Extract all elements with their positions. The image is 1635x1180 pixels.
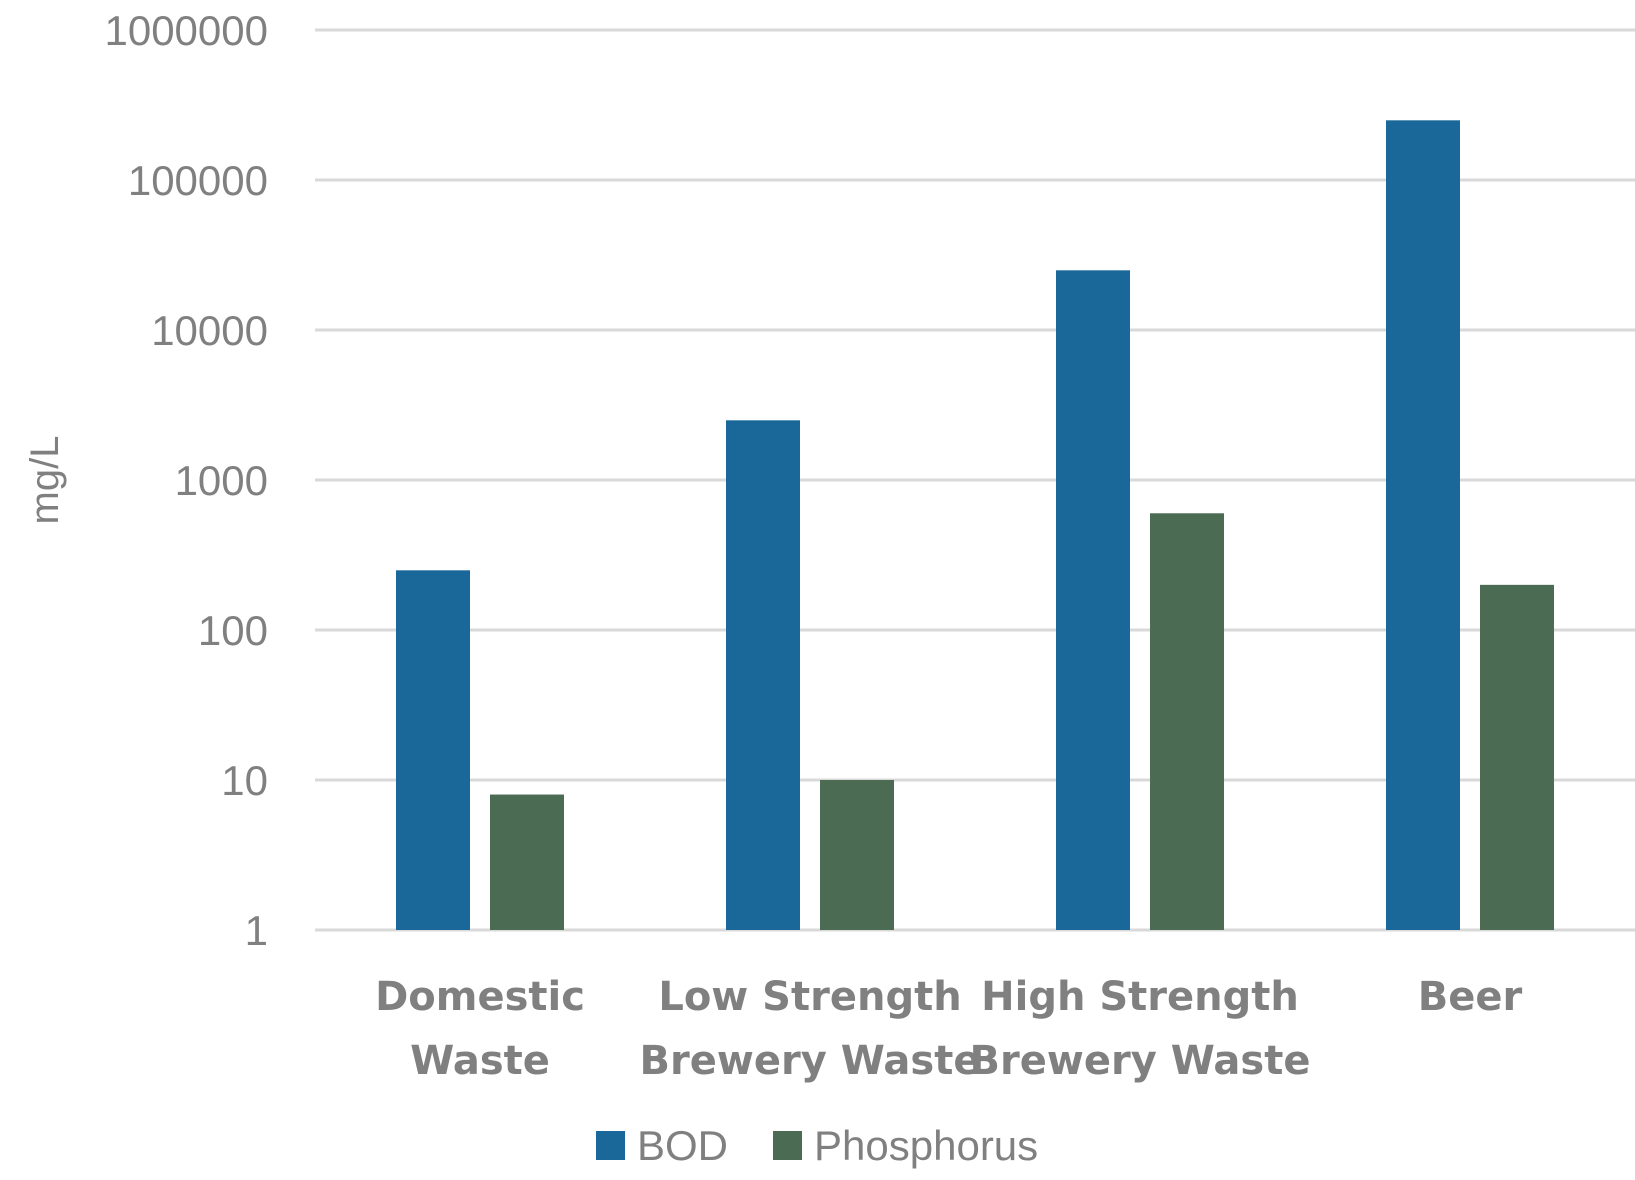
legend-swatch-bod (596, 1131, 625, 1160)
x-category-label: Domestic Waste (375, 974, 585, 1084)
bar-phosphorus (820, 780, 894, 930)
x-axis-labels: Domestic Waste Low Strength Brewery WasteHi… (375, 974, 1522, 1084)
x-category-label: Low Strength Brewery Waste (640, 974, 981, 1084)
y-tick-label: 1000000 (104, 7, 268, 54)
bar-phosphorus (490, 794, 564, 930)
x-category-label: Beer (1418, 974, 1523, 1020)
legend-label-bod: BOD (637, 1122, 728, 1169)
legend-label-phosphorus: Phosphorus (814, 1122, 1038, 1169)
y-axis-title: mg/L (23, 436, 67, 525)
x-category-label: High Strength Brewery Waste (970, 974, 1311, 1084)
bar-bod (1386, 120, 1460, 930)
y-tick-label: 100 (198, 607, 268, 654)
y-tick-label: 1000 (175, 457, 268, 504)
y-tick-label: 100000 (128, 157, 268, 204)
y-axis-ticks: 1000000 100000 10000 1000 100 10 1 (104, 7, 268, 954)
y-tick-label: 10 (221, 757, 268, 804)
bar-phosphorus (1480, 584, 1554, 930)
bars (396, 120, 1554, 931)
bar-bod (726, 420, 800, 930)
y-tick-label: 10000 (151, 307, 268, 354)
bar-bod (1056, 270, 1130, 931)
legend: BOD Phosphorus (596, 1122, 1038, 1169)
y-tick-label: 1 (245, 907, 268, 954)
bar-bod (396, 570, 470, 930)
bar-phosphorus (1150, 513, 1224, 930)
legend-swatch-phosphorus (773, 1131, 803, 1160)
